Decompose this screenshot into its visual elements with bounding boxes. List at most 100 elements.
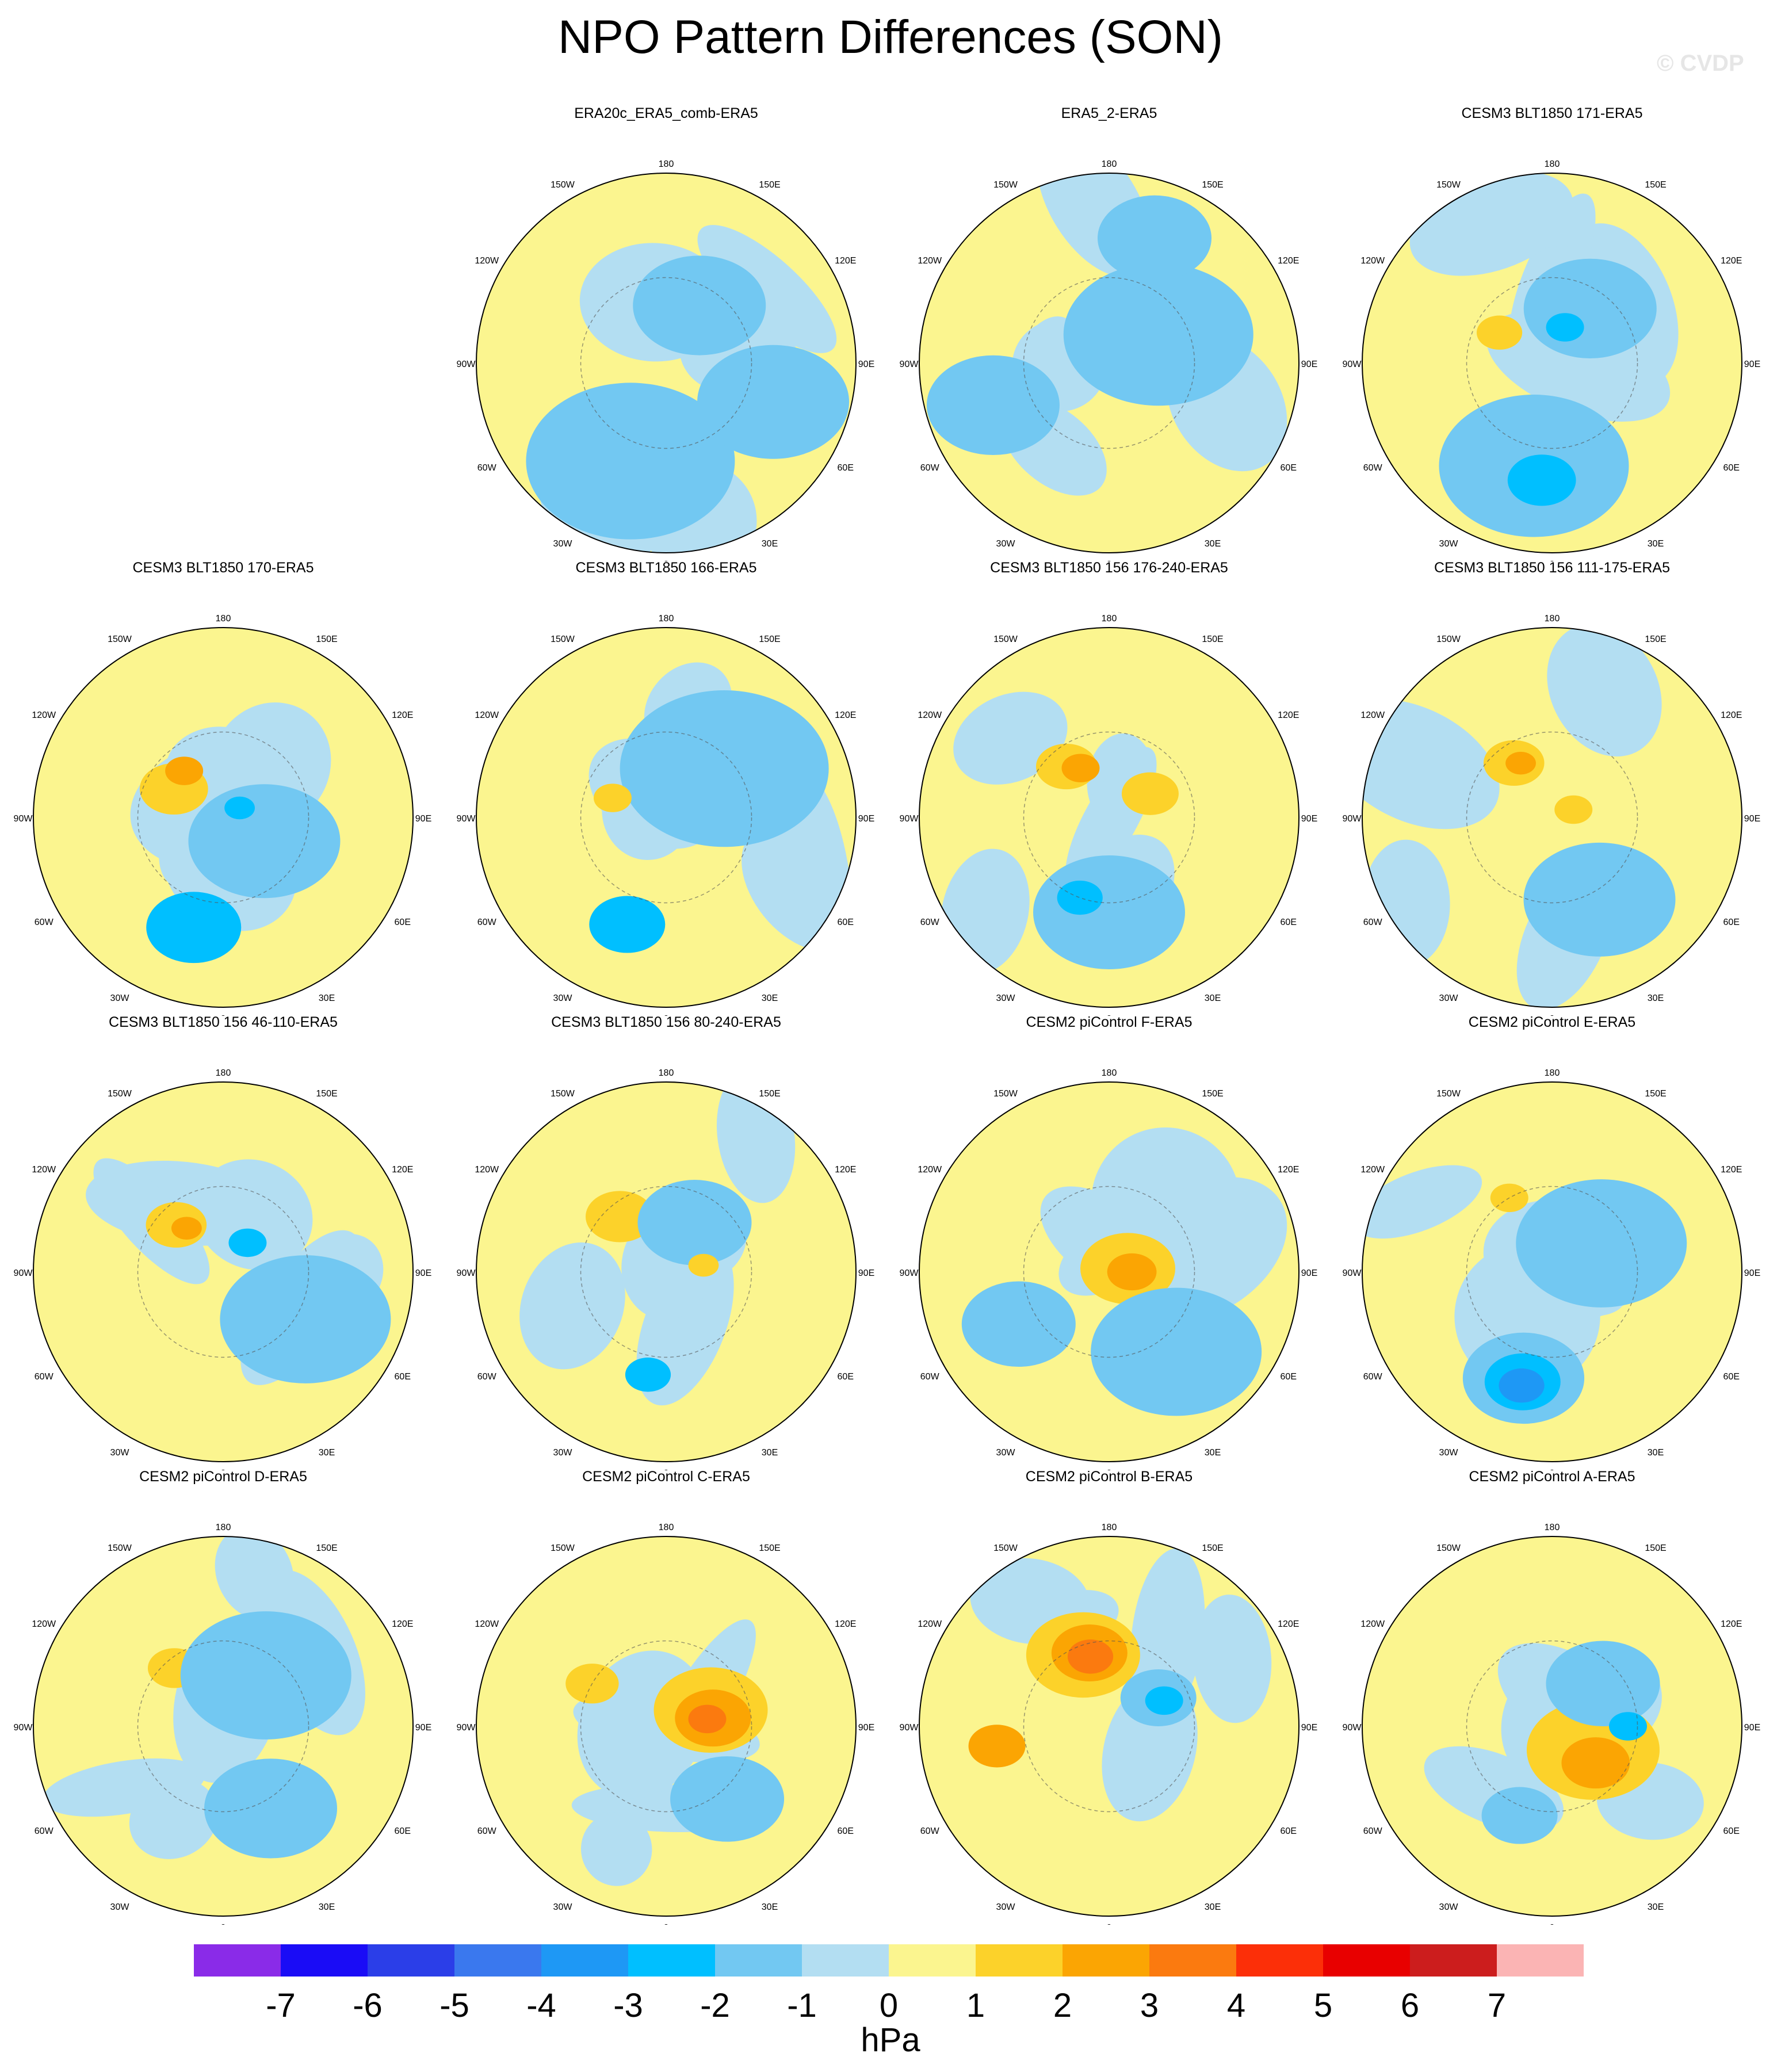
longitude-label: 0 bbox=[1107, 1014, 1112, 1016]
coastline bbox=[1466, 277, 1638, 449]
longitude-label: 150E bbox=[759, 180, 780, 190]
longitude-label: 90E bbox=[858, 814, 874, 824]
longitude-label: 120E bbox=[1721, 1619, 1742, 1629]
longitude-label: 120W bbox=[475, 1619, 499, 1629]
colorbar-tick-label: 1 bbox=[966, 1987, 985, 2024]
longitude-label: 180 bbox=[1545, 614, 1560, 624]
anomaly-region bbox=[1098, 195, 1212, 281]
colorbar-swatch bbox=[1323, 1944, 1410, 1977]
panel-title: CESM2 piControl B-ERA5 bbox=[1025, 1469, 1193, 1485]
colorbar-tick-label: 6 bbox=[1401, 1987, 1419, 2024]
colorbar-swatch bbox=[1410, 1944, 1497, 1977]
longitude-label: 120W bbox=[32, 1619, 56, 1629]
polar-map: 180 150E 120E 90E 60E 30E 0 30W 60W 90W 120W 150W bbox=[1343, 614, 1761, 1016]
colorbar-units: hPa bbox=[861, 2021, 920, 2059]
longitude-label: 60E bbox=[395, 1372, 411, 1382]
longitude-label: 60W bbox=[1363, 1372, 1383, 1382]
colorbar-tick-label: -5 bbox=[439, 1987, 469, 2024]
anomaly-region bbox=[1145, 1686, 1183, 1715]
longitude-label: 90E bbox=[1301, 814, 1317, 824]
longitude-label: 120W bbox=[918, 1619, 942, 1629]
longitude-label: 30W bbox=[110, 1448, 130, 1458]
anomaly-region bbox=[1193, 1595, 1272, 1723]
longitude-label: 0 bbox=[664, 1923, 669, 1925]
longitude-label: 150E bbox=[759, 1543, 780, 1553]
colorbar-tick-label: -7 bbox=[266, 1987, 296, 2024]
coastline bbox=[580, 1186, 752, 1358]
longitude-label: 150W bbox=[551, 634, 575, 644]
colorbar-tick-label: 2 bbox=[1053, 1987, 1072, 2024]
anomaly-region bbox=[1546, 313, 1584, 342]
longitude-label: 0 bbox=[1550, 1014, 1555, 1016]
map-outline bbox=[476, 627, 857, 1008]
panel-title: ERA20c_ERA5_comb-ERA5 bbox=[574, 105, 758, 121]
panel-title: CESM2 piControl C-ERA5 bbox=[582, 1469, 750, 1485]
panel-title: CESM2 piControl A-ERA5 bbox=[1469, 1469, 1635, 1485]
anomaly-region bbox=[589, 896, 666, 953]
longitude-label: 180 bbox=[1545, 1523, 1560, 1532]
longitude-label: 120E bbox=[835, 1165, 856, 1175]
longitude-label: 120W bbox=[475, 1165, 499, 1175]
coastline bbox=[1023, 277, 1195, 449]
map-panel: ERA5_2-ERA5 180 150E 120E 90E 60E 30E 0 30W 60W 90… bbox=[888, 104, 1331, 561]
anomaly-region bbox=[688, 1704, 727, 1734]
longitude-label: 150E bbox=[1202, 1543, 1223, 1553]
longitude-label: 30E bbox=[762, 539, 778, 549]
coastline bbox=[1466, 731, 1638, 904]
longitude-label: 180 bbox=[659, 1523, 674, 1532]
anomaly-region bbox=[1523, 842, 1676, 957]
longitude-label: 30E bbox=[1205, 539, 1221, 549]
colorbar-swatch bbox=[802, 1944, 889, 1977]
colorbar-tick-label: 7 bbox=[1488, 1987, 1506, 2024]
longitude-label: 150W bbox=[993, 180, 1018, 190]
longitude-label: 30W bbox=[1439, 539, 1459, 549]
longitude-label: 90E bbox=[858, 360, 874, 369]
anomaly-region bbox=[1362, 1165, 1482, 1239]
longitude-label: 120W bbox=[32, 710, 56, 720]
anomaly-region bbox=[1505, 751, 1536, 775]
map-panel: CESM2 piControl C-ERA5 180 150E 120E 90E 60E 3… bbox=[445, 1467, 888, 1925]
longitude-label: 90W bbox=[900, 814, 919, 824]
map-panel: CESM2 piControl E-ERA5 180 150E 120E 90E 60E 3… bbox=[1331, 1012, 1774, 1470]
anomaly-region bbox=[1499, 1368, 1545, 1403]
longitude-label: 0 bbox=[221, 1923, 226, 1925]
anomaly-region bbox=[1507, 454, 1576, 506]
anomaly-region bbox=[1091, 1287, 1262, 1416]
panel-title: CESM3 BLT1850 156 46-110-ERA5 bbox=[109, 1014, 338, 1030]
longitude-label: 150E bbox=[759, 1089, 780, 1099]
anomaly-region bbox=[194, 1159, 313, 1270]
colorbar-swatch bbox=[976, 1944, 1063, 1977]
longitude-label: 60E bbox=[1723, 1372, 1740, 1382]
coastline bbox=[580, 731, 752, 904]
longitude-label: 90W bbox=[457, 360, 476, 369]
longitude-label: 90W bbox=[900, 1723, 919, 1733]
anomaly-region bbox=[926, 355, 1060, 455]
longitude-label: 30W bbox=[996, 1448, 1016, 1458]
anomaly-region bbox=[961, 1281, 1076, 1367]
anomaly-region bbox=[1057, 880, 1103, 915]
coastline bbox=[1466, 1640, 1638, 1813]
longitude-label: 180 bbox=[1102, 1523, 1117, 1532]
polar-map: 180 150E 120E 90E 60E 30E 0 30W 60W 90W 120W 150W bbox=[457, 614, 875, 1016]
anomaly-region bbox=[1107, 1253, 1157, 1291]
map-panel: CESM2 piControl A-ERA5 180 150E 120E 90E 60E 3… bbox=[1331, 1467, 1774, 1925]
panel-title: CESM3 BLT1850 156 176-240-ERA5 bbox=[990, 560, 1228, 576]
longitude-label: 90W bbox=[900, 1268, 919, 1278]
longitude-label: 30W bbox=[996, 1902, 1016, 1912]
longitude-label: 0 bbox=[1107, 560, 1112, 561]
longitude-label: 180 bbox=[1102, 1068, 1117, 1078]
longitude-label: 60E bbox=[395, 918, 411, 927]
map-outline bbox=[1362, 1081, 1742, 1462]
longitude-label: 120E bbox=[1721, 1165, 1742, 1175]
longitude-label: 150W bbox=[993, 1543, 1018, 1553]
longitude-label: 180 bbox=[216, 614, 231, 624]
longitude-label: 0 bbox=[664, 1469, 669, 1470]
longitude-label: 120W bbox=[918, 1165, 942, 1175]
map-panel: CESM2 piControl B-ERA5 180 150E 120E 90E 60E 3… bbox=[888, 1467, 1331, 1925]
map-panel: CESM3 BLT1850 166-ERA5 180 150E 120E 90E 60E 3… bbox=[445, 558, 888, 1016]
longitude-label: 60E bbox=[1723, 918, 1740, 927]
panel-title: CESM2 piControl D-ERA5 bbox=[139, 1469, 307, 1485]
longitude-label: 120E bbox=[835, 1619, 856, 1629]
longitude-label: 90W bbox=[1343, 360, 1362, 369]
